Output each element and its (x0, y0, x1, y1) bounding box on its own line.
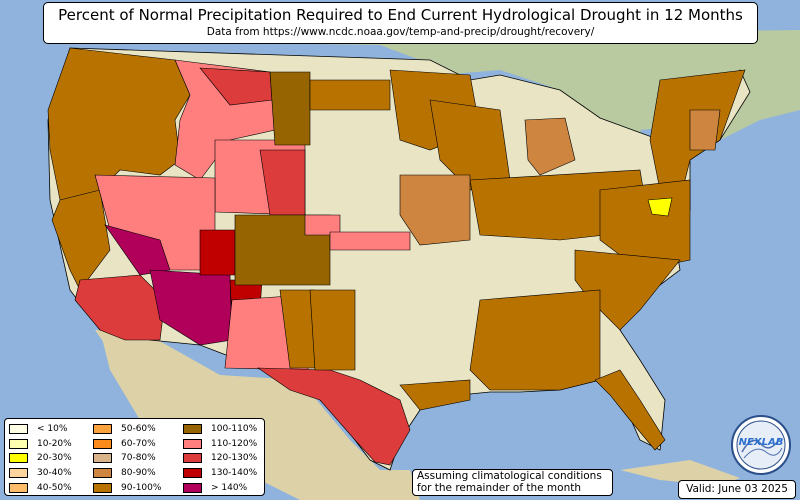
legend-label: 80-90% (121, 468, 156, 479)
region-gulf-coast-texas (399, 379, 471, 411)
region-dakotas-brown (309, 79, 391, 111)
legend-column-1: < 10% 10-20% 20-30% 30-40% 40-50% (9, 422, 72, 495)
logo-text: NEXLAB (739, 437, 784, 448)
legend-label: 20-30% (37, 453, 72, 464)
legend-item: 90-100% (93, 480, 161, 495)
legend-item: 10-20% (9, 437, 72, 452)
valid-date: Valid: June 03 2025 (678, 480, 796, 499)
legend-swatch (183, 468, 202, 479)
region-texas-mid (309, 289, 356, 371)
legend-swatch (9, 482, 28, 493)
legend-label: 70-80% (121, 453, 156, 464)
legend-label: 10-20% (37, 438, 72, 449)
legend-label: 130-140% (211, 468, 258, 479)
legend-swatch (93, 453, 112, 464)
legend-swatch (93, 424, 112, 435)
legend-item: 40-50% (9, 480, 72, 495)
legend-item: 80-90% (93, 466, 161, 481)
legend-column-2: 50-60% 60-70% 70-80% 80-90% 90-100% (93, 422, 161, 495)
legend-item: 100-110% (183, 422, 257, 437)
legend-item: 120-130% (183, 451, 257, 466)
region-southeast-coast (574, 249, 681, 331)
legend-swatch (93, 438, 112, 449)
region-layer (47, 47, 746, 466)
region-southern-nevada (104, 224, 171, 276)
legend-item: 130-140% (183, 466, 257, 481)
region-new-england-orange (689, 109, 721, 151)
map-subtitle: Data from https://www.ncdc.noaa.gov/temp… (206, 26, 595, 38)
cuba (620, 460, 740, 486)
region-michigan (524, 117, 576, 176)
legend-swatch (183, 424, 202, 435)
region-maryland-yellow (647, 197, 673, 217)
legend-swatch (9, 424, 28, 435)
legend-label: 50-60% (121, 424, 156, 435)
legend-item: 30-40% (9, 466, 72, 481)
legend-swatch (183, 453, 202, 464)
region-deep-south (469, 289, 601, 391)
legend-item: 60-70% (93, 437, 161, 452)
region-arizona-red (199, 229, 236, 276)
legend-swatch (9, 438, 28, 449)
note-line-2: for the remainder of the month (417, 482, 582, 494)
legend-item: 20-30% (9, 451, 72, 466)
legend: < 10% 10-20% 20-30% 30-40% 40-50% 50-60%… (4, 418, 265, 496)
legend-item: > 140% (183, 480, 257, 495)
legend-swatch (93, 482, 112, 493)
legend-item: 50-60% (93, 422, 161, 437)
mexico-landmass (95, 330, 420, 500)
title-box: Percent of Normal Precipitation Required… (43, 2, 758, 44)
legend-label: 60-70% (121, 438, 156, 449)
legend-swatch (93, 468, 112, 479)
legend-label: 100-110% (211, 424, 258, 435)
region-southern-california (74, 274, 166, 341)
region-kansas-pink (329, 231, 411, 251)
legend-swatch (9, 453, 28, 464)
legend-label: 120-130% (211, 453, 258, 464)
legend-label: 40-50% (37, 482, 72, 493)
note-line-1: Assuming climatological conditions (417, 470, 602, 482)
canada-landmass (60, 30, 800, 150)
legend-label: < 10% (37, 424, 68, 435)
legend-item: < 10% (9, 422, 72, 437)
region-midwest-orange (399, 174, 471, 246)
region-montana-north (269, 71, 311, 146)
assumption-note: Assuming climatological conditions for t… (412, 469, 613, 496)
legend-label: 110-120% (211, 438, 258, 449)
legend-column-3: 100-110% 110-120% 120-130% 130-140% > 14… (183, 422, 257, 495)
legend-item: 110-120% (183, 437, 257, 452)
region-florida (594, 369, 666, 451)
legend-swatch (183, 438, 202, 449)
legend-label: > 140% (211, 482, 248, 493)
legend-swatch (9, 468, 28, 479)
legend-swatch (183, 482, 202, 493)
legend-label: 30-40% (37, 468, 72, 479)
legend-label: 90-100% (121, 482, 162, 493)
legend-item: 70-80% (93, 451, 161, 466)
map-title: Percent of Normal Precipitation Required… (58, 6, 743, 24)
nexlab-logo: NEXLAB (731, 415, 791, 475)
region-west-texas (256, 367, 411, 466)
